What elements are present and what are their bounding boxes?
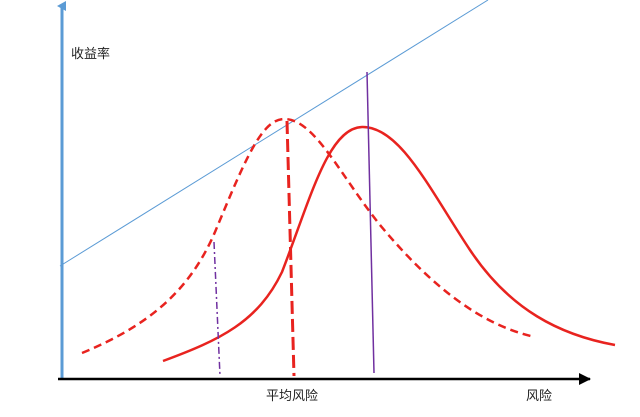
reference-line — [59, 0, 489, 267]
dash-dot-marker-line — [213, 241, 221, 377]
average-risk-label: 平均风险 — [266, 389, 319, 404]
dashed-distribution-curve — [81, 117, 536, 355]
x-axis-label: 风险 — [526, 389, 553, 404]
solid-distribution-curve — [162, 125, 616, 363]
y-axis-label: 收益率 — [71, 47, 111, 62]
average-risk-dashed-line — [285, 120, 296, 377]
vertical-marker-line — [366, 71, 375, 374]
